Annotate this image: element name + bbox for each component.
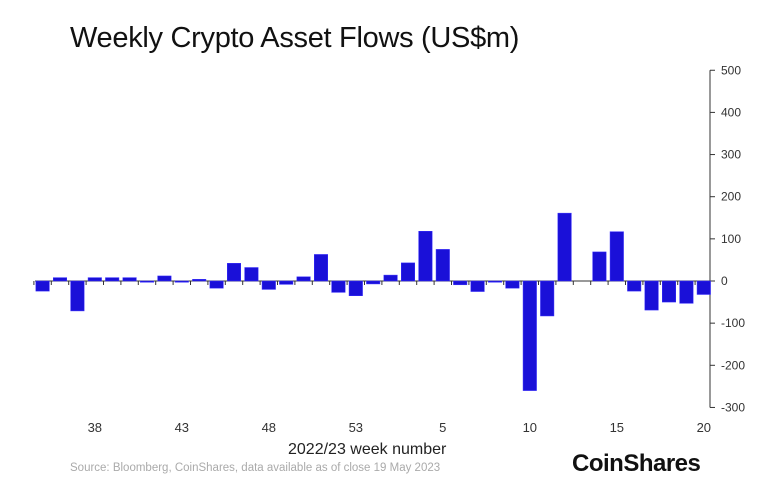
- bar-week-15: [609, 231, 624, 282]
- bar-week-40: [122, 277, 137, 282]
- x-tick-label: 15: [610, 420, 624, 435]
- source-note: Source: Bloomberg, CoinShares, data avai…: [70, 462, 441, 474]
- bar-week-7: [470, 280, 485, 292]
- bar-week-3: [401, 262, 415, 282]
- bar-week-36: [53, 277, 67, 282]
- bar-week-10: [522, 280, 537, 391]
- y-tick-label: -200: [721, 358, 745, 372]
- y-tick-label: 400: [721, 105, 741, 119]
- bar-week-37: [70, 280, 85, 312]
- bar-week-44: [192, 279, 207, 282]
- bar-week-17: [644, 280, 659, 311]
- bar-week-50: [296, 276, 311, 282]
- bar-week-48: [261, 280, 276, 290]
- bar-week-53: [348, 280, 363, 297]
- bar-week-42: [157, 275, 172, 282]
- x-tick-label: 38: [88, 420, 102, 435]
- coinshares-logo: CoinShares: [572, 450, 701, 477]
- bar-week-5: [435, 249, 450, 282]
- x-tick-label: 10: [523, 420, 537, 435]
- bar-week-39: [105, 277, 120, 282]
- bar-week-6: [453, 280, 468, 286]
- x-axis-label: 2022/23 week number: [288, 441, 447, 458]
- bar-week-18: [662, 280, 676, 303]
- bar-week-38: [87, 277, 102, 282]
- x-tick-label: 48: [262, 420, 276, 435]
- bar-week-49: [279, 280, 294, 285]
- bar-week-52: [331, 280, 346, 293]
- bar-week-20: [696, 280, 711, 295]
- y-tick-label: 100: [721, 232, 741, 246]
- bar-week-51: [314, 254, 328, 282]
- y-tick-label: 200: [721, 190, 741, 204]
- bar-week-46: [227, 263, 241, 282]
- bar-week-2: [383, 274, 398, 282]
- bar-week-1: [366, 280, 381, 285]
- bar-week-14: [592, 251, 607, 282]
- bar-week-19: [679, 280, 694, 304]
- x-tick-label: 20: [697, 420, 711, 435]
- x-tick-label: 5: [439, 420, 446, 435]
- bar-week-4: [418, 231, 433, 282]
- bar-week-41: [140, 280, 154, 283]
- bar-week-12: [557, 212, 572, 282]
- bar-week-43: [174, 280, 189, 283]
- chart-title: Weekly Crypto Asset Flows (US$m): [70, 22, 520, 54]
- x-tick-label: 53: [349, 420, 363, 435]
- bar-week-47: [244, 267, 259, 282]
- y-tick-label: -100: [721, 316, 745, 330]
- y-tick-label: 0: [721, 274, 728, 288]
- bar-week-16: [627, 280, 642, 292]
- bar-week-45: [209, 280, 224, 289]
- bar-week-11: [540, 280, 555, 317]
- y-tick-label: 300: [721, 148, 741, 162]
- bar-week-8: [488, 280, 502, 283]
- bar-week-9: [505, 280, 520, 289]
- y-tick-label: -300: [721, 400, 745, 414]
- bar-week-35: [35, 280, 50, 292]
- x-tick-label: 43: [175, 420, 189, 435]
- y-tick-label: 500: [721, 63, 741, 77]
